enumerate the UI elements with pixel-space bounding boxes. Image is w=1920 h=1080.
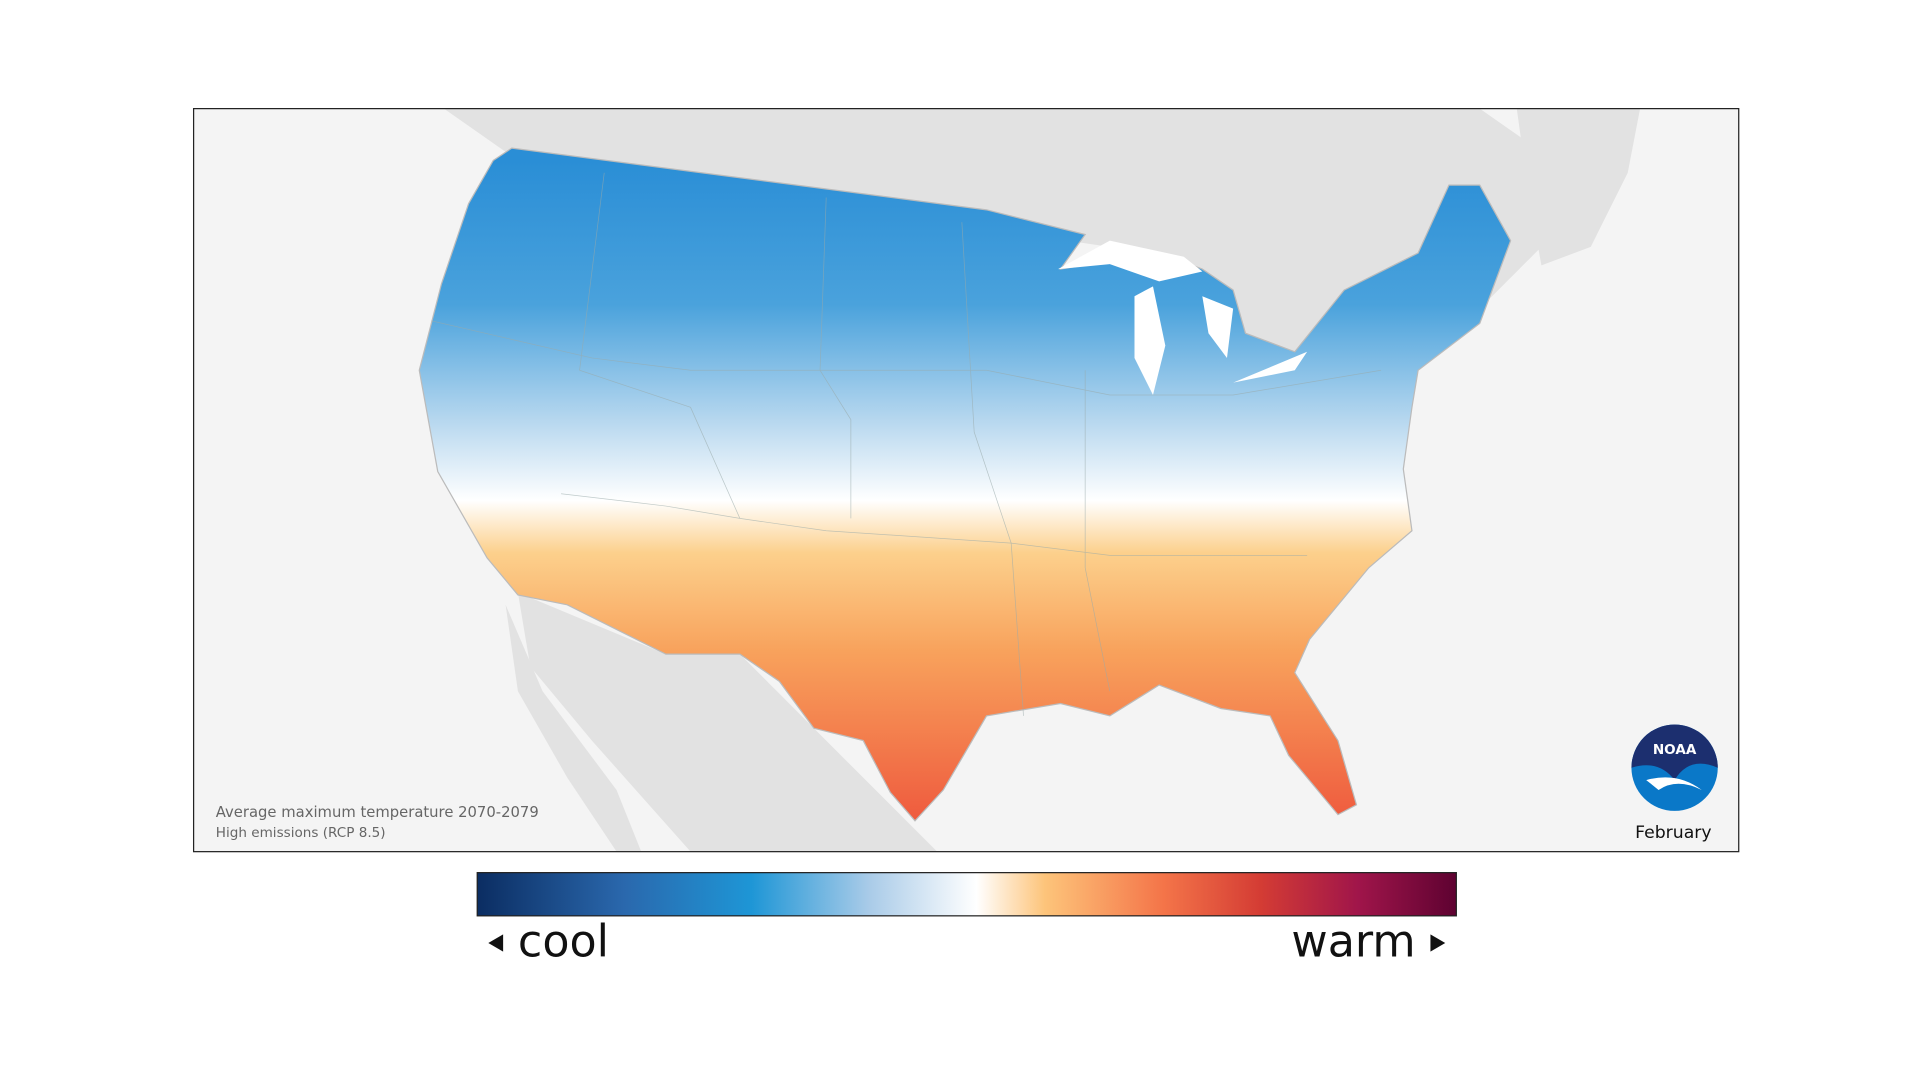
conus bbox=[418, 147, 1512, 822]
logo-bird bbox=[1646, 777, 1702, 790]
lake-michigan bbox=[1134, 286, 1166, 395]
mexico bbox=[517, 592, 938, 852]
noaa-logo: NOAA bbox=[1631, 724, 1718, 811]
baja bbox=[505, 604, 642, 852]
legend-high-label: warm bbox=[1291, 917, 1415, 968]
island bbox=[1603, 135, 1628, 186]
map-frame bbox=[192, 107, 1740, 853]
state-borders bbox=[431, 172, 1382, 716]
legend-low-label: cool bbox=[518, 917, 609, 968]
lake-superior bbox=[1058, 240, 1203, 282]
legend-arrow-left bbox=[488, 934, 504, 952]
caption-title: Average maximum temperature 2070-2079 bbox=[216, 804, 539, 821]
caption-subtitle: High emissions (RCP 8.5) bbox=[216, 825, 386, 841]
legend-arrow-right bbox=[1430, 934, 1446, 952]
map bbox=[193, 108, 1739, 852]
logo-top bbox=[1631, 724, 1718, 781]
lake-huron bbox=[1202, 296, 1234, 358]
logo-text: NOAA bbox=[1653, 742, 1697, 758]
legend-bar bbox=[476, 872, 1457, 917]
month-label: February bbox=[1635, 823, 1711, 843]
